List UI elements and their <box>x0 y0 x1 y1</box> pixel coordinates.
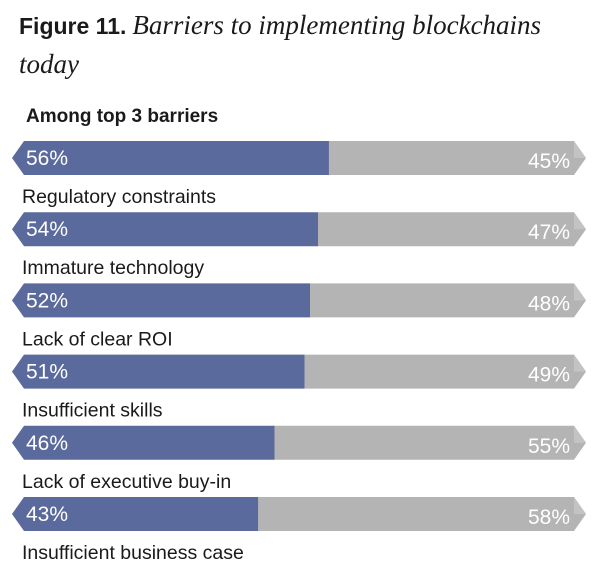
bar-tip-highlight <box>574 283 586 301</box>
bar-value-primary: 46% <box>26 432 68 455</box>
bar-segment-primary <box>12 212 319 247</box>
bar-value-remainder: 58% <box>528 506 570 529</box>
bar-tip-highlight <box>574 425 586 443</box>
bar-tip-highlight <box>574 354 586 372</box>
bar-value-primary: 51% <box>26 361 68 384</box>
bar-row: 51% 49% Insufficient skills <box>12 354 586 422</box>
bar-segment-remainder <box>318 212 586 247</box>
bar-row: 56% 45% Regulatory constraints <box>12 141 586 208</box>
bar-row: 46% 55% Lack of executive buy-in <box>12 425 586 493</box>
bar-value-primary: 56% <box>26 147 68 170</box>
bar-category-label: Insufficient skills <box>22 400 163 422</box>
bar-row: 54% 47% Immature technology <box>12 212 586 279</box>
bar-value-remainder: 48% <box>528 292 570 315</box>
bar-segment-primary <box>12 425 275 460</box>
bar-segment-remainder <box>304 354 586 389</box>
bar-segment-primary <box>12 354 305 389</box>
bar-category-label: Immature technology <box>22 257 204 279</box>
bar-category-label: Insufficient business case <box>22 542 244 564</box>
bar-value-primary: 43% <box>26 503 68 526</box>
bar-segment-primary <box>12 283 310 318</box>
bar-value-primary: 52% <box>26 289 68 312</box>
bar-value-remainder: 47% <box>528 221 570 244</box>
bar-category-label: Lack of clear ROI <box>22 328 173 350</box>
bar-row: 52% 48% Lack of clear ROI <box>12 283 586 350</box>
bar-category-label: Regulatory constraints <box>22 186 216 208</box>
bar-value-primary: 54% <box>26 218 68 241</box>
figure-title: Barriers to implementing blockchains tod… <box>19 10 542 79</box>
bar-segment-remainder <box>274 425 586 460</box>
bar-segment-remainder <box>310 283 586 318</box>
bar-row: 43% 58% Insufficient business case <box>12 497 586 564</box>
figure-label: Figure 11. <box>19 13 127 39</box>
bar-category-label: Lack of executive buy-in <box>22 471 231 493</box>
bar-segment-primary <box>12 497 259 531</box>
bar-segment-remainder <box>258 497 586 531</box>
bar-value-remainder: 49% <box>528 364 570 387</box>
bar-tip-highlight <box>574 497 586 514</box>
bar-value-remainder: 45% <box>528 150 570 173</box>
bar-segment-remainder <box>328 141 586 175</box>
bar-value-remainder: 55% <box>528 435 570 458</box>
bar-tip-highlight <box>574 212 586 230</box>
chart-subheading: Among top 3 barriers <box>26 106 219 127</box>
bar-segment-primary <box>12 141 329 175</box>
figure-title-block: Figure 11. Barriers to implementing block… <box>19 8 579 86</box>
bar-tip-highlight <box>574 141 586 158</box>
